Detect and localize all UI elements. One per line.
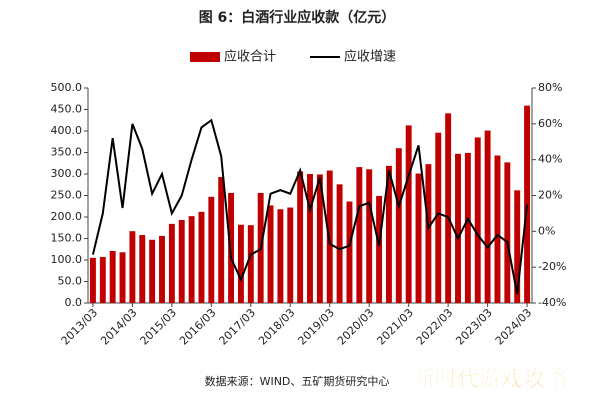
bar [445, 113, 452, 304]
bar [366, 169, 373, 303]
bar [455, 153, 461, 303]
y-tick-label: 0.0 [65, 296, 83, 309]
bar [139, 235, 146, 303]
legend-swatch [190, 52, 220, 62]
bar [89, 257, 96, 303]
x-tick-label: 2021/03 [374, 306, 416, 348]
x-tick-label: 2014/03 [98, 306, 140, 348]
bar [237, 224, 244, 303]
bar [464, 152, 471, 303]
y-tick-label: 300.0 [51, 167, 83, 180]
legend-label: 应收增速 [344, 49, 396, 65]
bar [307, 174, 313, 303]
y-tick-label: 400.0 [51, 124, 83, 137]
bar [267, 205, 274, 303]
y2-tick-label: 40% [538, 153, 562, 166]
x-tick-label: 2018/03 [256, 306, 298, 348]
bar [198, 211, 205, 303]
source: 数据来源：WIND、五矿期货研究中心 [205, 374, 390, 388]
bar [129, 231, 136, 303]
bar [346, 201, 353, 303]
bar [297, 171, 304, 303]
bar [415, 173, 422, 303]
bar [316, 174, 323, 303]
bar [149, 239, 156, 303]
y2-tick-label: -20% [538, 260, 566, 273]
y-tick-label: 250.0 [51, 189, 83, 202]
bar [395, 148, 402, 303]
bar [287, 207, 294, 303]
bar [188, 216, 195, 303]
bar [376, 195, 383, 303]
x-tick-label: 2020/03 [335, 306, 377, 348]
legend-label: 应收合计 [224, 49, 276, 65]
x-tick-label: 2022/03 [414, 306, 456, 348]
x-tick-label: 2019/03 [295, 306, 337, 348]
bar [356, 167, 363, 303]
y2-tick-label: -40% [538, 296, 566, 309]
bar [484, 130, 491, 303]
bar [99, 256, 106, 303]
y-tick-label: 50.0 [58, 275, 83, 288]
bar [159, 235, 165, 303]
bar [405, 125, 412, 303]
y-tick-label: 150.0 [51, 232, 83, 245]
bar [326, 170, 333, 303]
y-tick-label: 350.0 [51, 146, 83, 159]
bar [178, 220, 185, 303]
bar [425, 164, 432, 303]
x-tick-label: 2024/03 [493, 306, 535, 348]
chart-title: 图 6：白酒行业应收款（亿元） [199, 9, 396, 26]
x-tick-label: 2023/03 [453, 306, 495, 348]
bar [277, 209, 284, 303]
y-tick-label: 100.0 [51, 253, 83, 266]
x-tick-label: 2015/03 [138, 306, 180, 348]
y2-tick-label: 60% [538, 117, 562, 130]
bar [109, 250, 116, 303]
bar [247, 225, 254, 303]
bar [385, 165, 392, 303]
bar [336, 184, 343, 303]
y-tick-label: 200.0 [51, 210, 83, 223]
y-tick-label: 500.0 [51, 81, 83, 94]
y2-tick-label: 20% [538, 189, 562, 202]
watermark: 新时代游戏攻略 [413, 366, 568, 392]
bar [168, 223, 175, 303]
x-tick-label: 2017/03 [217, 306, 259, 348]
bar [435, 132, 442, 303]
bar [524, 105, 531, 303]
bar [494, 155, 501, 303]
bar [119, 252, 126, 303]
y2-tick-label: 80% [538, 81, 562, 94]
bar [514, 190, 521, 303]
y-tick-label: 450.0 [51, 103, 83, 116]
line [91, 118, 529, 295]
x-tick-label: 2013/03 [59, 306, 101, 348]
y2-tick-label: 0% [538, 224, 555, 237]
bar [208, 196, 215, 303]
bar [474, 137, 481, 303]
bar [504, 162, 511, 303]
x-tick-label: 2016/03 [177, 306, 219, 348]
bar [218, 177, 225, 303]
